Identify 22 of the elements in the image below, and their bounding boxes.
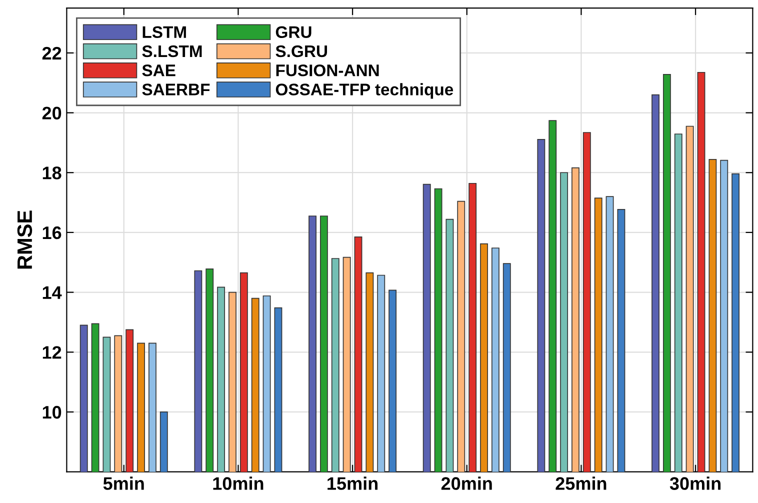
legend-label: S.LSTM xyxy=(142,45,202,58)
x-tick-label: 20min xyxy=(441,476,492,490)
x-tick-label: 5min xyxy=(103,476,144,490)
legend-label: FUSION-ANN xyxy=(276,64,379,76)
y-tick-label: 10 xyxy=(42,406,62,419)
x-tick-label: 30min xyxy=(670,476,721,490)
legend-label: OSSAE-TFP technique xyxy=(276,83,454,99)
y-axis-title: RMSE xyxy=(17,210,32,269)
x-tick-label: 25min xyxy=(556,476,606,490)
legend-label: SAE xyxy=(142,64,176,76)
legend-label: S.GRU xyxy=(276,45,327,58)
x-tick-label: 15min xyxy=(328,476,378,490)
y-tick-label: 16 xyxy=(42,226,62,240)
y-tick-label: 22 xyxy=(42,46,62,60)
y-tick-label: 18 xyxy=(42,166,62,180)
y-tick-label: 20 xyxy=(42,106,62,120)
y-tick-label: 12 xyxy=(42,346,62,359)
legend-label: LSTM xyxy=(142,26,186,38)
y-tick-label: 14 xyxy=(42,286,62,299)
legend-label: GRU xyxy=(276,26,312,38)
legend-label: SAERBF xyxy=(142,84,210,96)
x-tick-label: 10min xyxy=(213,476,264,490)
